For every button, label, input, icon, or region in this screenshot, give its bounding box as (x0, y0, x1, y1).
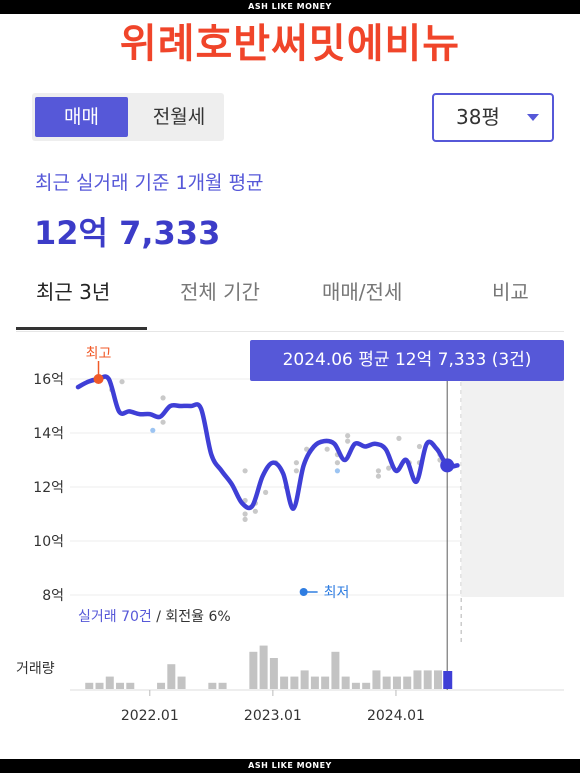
x-tick-label: 2022.01 (121, 708, 179, 724)
volume-bar (218, 682, 227, 689)
active-tab-underline (16, 327, 147, 330)
y-tick-label: 16억 (33, 372, 64, 388)
x-tick-label: 2023.01 (244, 708, 302, 724)
caret-down-icon (527, 114, 539, 121)
transaction-point (242, 511, 248, 517)
transaction-point (119, 379, 125, 385)
tab-divider (16, 331, 564, 332)
volume-bar (208, 682, 217, 689)
future-shade (461, 372, 564, 597)
trade-count: 실거래 70건 (78, 609, 152, 625)
trade-summary: 실거래 70건 / 회전율 6% (78, 609, 231, 625)
volume-bar (280, 676, 289, 689)
volume-bar (116, 682, 125, 689)
volume-bar (403, 676, 412, 689)
selected-point-marker (440, 458, 455, 473)
volume-bar (351, 682, 360, 689)
transaction-point (345, 438, 351, 444)
volume-bar (433, 670, 442, 689)
volume-bar (372, 670, 381, 689)
sale-tab-button[interactable]: 매매 (35, 97, 128, 137)
selected-month-tooltip: 2024.06 평균 12억 7,333 (3건) (250, 340, 564, 381)
basis-label: 최근 실거래 기준 1개월 평균 (35, 172, 264, 194)
transaction-point (293, 460, 299, 466)
y-tick-label: 8억 (42, 588, 64, 604)
volume-bar (85, 682, 94, 689)
tab-all-period[interactable]: 전체 기간 (180, 280, 260, 304)
tab-compare[interactable]: 비교 (492, 280, 529, 304)
lowest-label: 최저 (324, 585, 350, 601)
y-tick-label: 14억 (33, 426, 64, 442)
volume-bar (310, 676, 319, 689)
transaction-point (396, 435, 402, 441)
size-select-value: 38평 (456, 105, 500, 129)
volume-bar (259, 645, 268, 689)
volume-bar (382, 676, 391, 689)
volume-bar-current (443, 671, 453, 689)
volume-label: 거래량 (16, 661, 55, 677)
transaction-point (375, 473, 382, 479)
transaction-point (334, 460, 341, 466)
transaction-point (324, 446, 330, 452)
chart-points (109, 379, 443, 522)
volume-bar (269, 658, 278, 689)
volume-bar (300, 670, 309, 689)
x-tick-label: 2024.01 (367, 708, 425, 724)
transaction-point (386, 465, 392, 471)
highest-label: 최고 (86, 346, 112, 362)
price-line (75, 374, 460, 511)
rent-tab-button[interactable]: 전월세 (152, 106, 206, 128)
transaction-point (160, 395, 166, 401)
volume-bar (423, 670, 432, 689)
transaction-point (416, 443, 423, 450)
y-tick-label: 10억 (33, 534, 64, 550)
watermark-bottom: ASH LIKE MONEY (0, 759, 580, 773)
volume-bar (321, 676, 330, 689)
size-select[interactable]: 38평 (432, 93, 554, 142)
highest-point-marker (93, 374, 104, 384)
transaction-point (304, 446, 310, 452)
trade-type-toggle: 매매 전월세 (32, 93, 224, 141)
price-chart[interactable]: 16억 14억 12억 10억 8억 2022.01 2023.01 2024.01 최고최저… (0, 330, 580, 759)
volume-bar (249, 651, 258, 689)
transaction-point (150, 427, 156, 433)
transaction-point (252, 508, 258, 514)
volume-bar (290, 676, 299, 689)
average-price: 12억 7,333 (34, 214, 221, 252)
transaction-point (160, 419, 166, 425)
volume-bar (126, 682, 135, 689)
volume-bar (105, 676, 114, 689)
volume-bars (85, 645, 453, 689)
chart-ticks: 16억 14억 12억 10억 8억 2022.01 2023.01 2024.01 (33, 372, 425, 724)
apartment-name-headline: 위례호반써밋에비뉴 (119, 21, 461, 67)
volume-bar (362, 682, 371, 689)
turnover-rate: / 회전율 6% (156, 609, 230, 625)
volume-bar (157, 682, 166, 689)
transaction-point (263, 489, 269, 495)
volume-bar (177, 676, 186, 689)
tab-sale-jeonse[interactable]: 매매/전세 (322, 280, 403, 304)
volume-bar (413, 670, 422, 689)
transaction-point (242, 516, 248, 522)
transaction-point (334, 468, 341, 474)
volume-bar (341, 676, 350, 689)
transaction-point (375, 468, 382, 474)
y-tick-label: 12억 (33, 480, 64, 496)
transaction-point (242, 468, 248, 474)
watermark-top: ASH LIKE MONEY (0, 0, 580, 14)
volume-bar (392, 676, 401, 689)
volume-bar (167, 664, 176, 689)
transaction-point (293, 468, 299, 474)
volume-bar (331, 651, 340, 689)
tab-recent-3-years[interactable]: 최근 3년 (36, 280, 111, 304)
volume-bar (95, 682, 104, 689)
transaction-point (345, 433, 351, 439)
